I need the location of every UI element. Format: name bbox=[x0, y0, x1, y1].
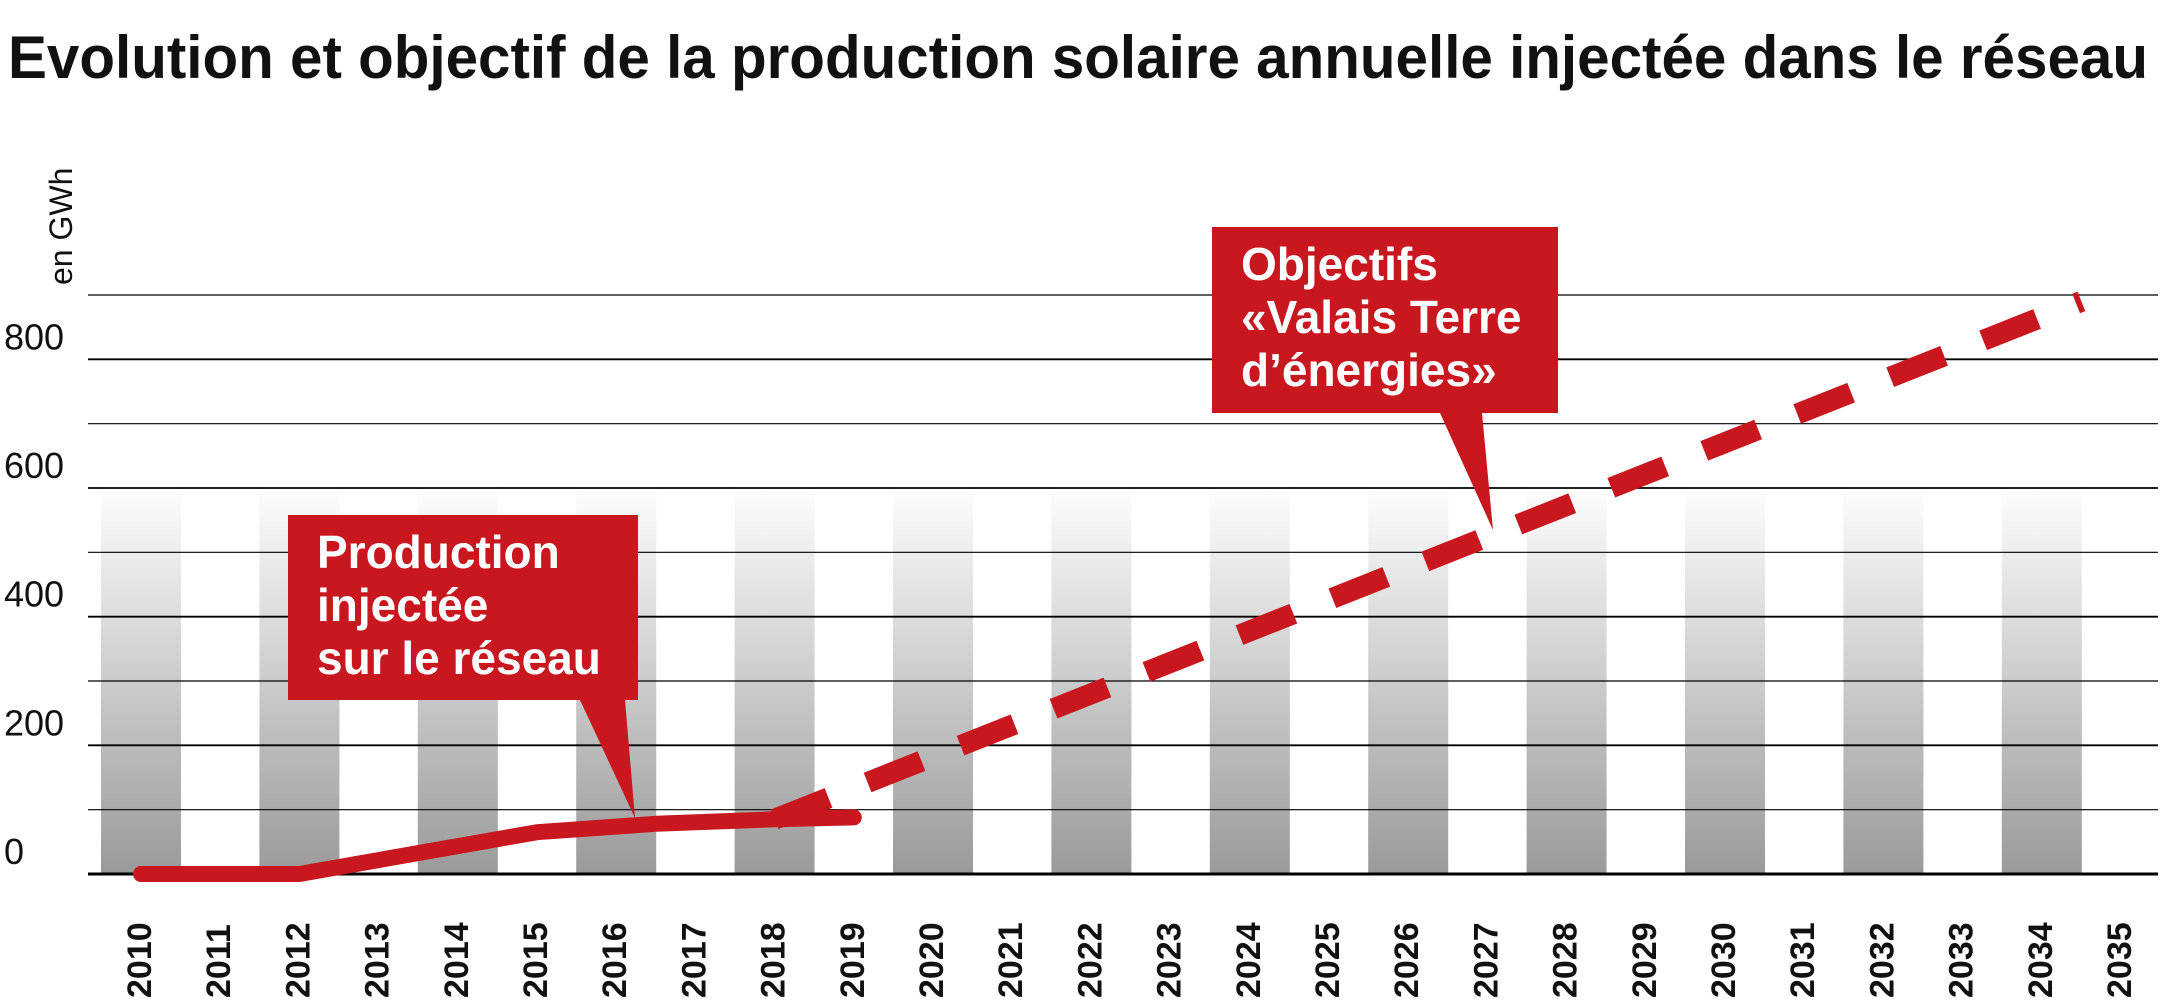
y-tick-label: 800 bbox=[4, 316, 64, 357]
callout-text: injectée bbox=[317, 579, 488, 631]
x-tick-label: 2013 bbox=[359, 922, 397, 998]
x-tick-label: 2019 bbox=[834, 922, 872, 998]
callout-text: Production bbox=[317, 526, 560, 578]
background-band bbox=[101, 482, 181, 874]
x-tick-labels: 2010 2011 2012 2013 2014 2015 2016 2017 2018 2019… bbox=[121, 922, 2139, 998]
x-tick-label: 2028 bbox=[1547, 922, 1585, 998]
callout-pointer bbox=[1440, 413, 1493, 530]
x-tick-label: 2017 bbox=[675, 922, 713, 998]
background-band bbox=[1209, 482, 1290, 874]
y-tick-label: 200 bbox=[4, 702, 64, 743]
callout-box bbox=[1212, 227, 1558, 413]
x-tick-label: 2016 bbox=[596, 922, 634, 998]
series-line bbox=[770, 291, 2086, 830]
series-lines bbox=[133, 291, 2086, 882]
callout-text: d’énergies» bbox=[1241, 344, 1497, 396]
x-tick-label: 2029 bbox=[1626, 922, 1664, 998]
x-tick-label: 2023 bbox=[1151, 922, 1189, 998]
x-tick-label: 2027 bbox=[1467, 922, 1505, 998]
x-tick-label: 2014 bbox=[438, 922, 476, 998]
y-tick-labels: 0 200 400 600 800 bbox=[4, 316, 64, 872]
x-tick-label: 2021 bbox=[992, 922, 1030, 998]
callout-box bbox=[288, 515, 638, 700]
chart-title: Evolution et objectif de la production s… bbox=[8, 24, 2148, 91]
background-band bbox=[1526, 482, 1607, 874]
background-band bbox=[1685, 482, 1765, 874]
x-tick-label: 2032 bbox=[1863, 922, 1901, 998]
background-band bbox=[893, 482, 973, 874]
x-tick-label: 2030 bbox=[1705, 922, 1743, 998]
major-gridlines bbox=[88, 358, 2158, 876]
x-tick-label: 2012 bbox=[279, 922, 317, 998]
callout-text: Objectifs bbox=[1241, 238, 1438, 290]
callout-text: sur le réseau bbox=[317, 632, 601, 684]
x-tick-label: 2033 bbox=[1943, 922, 1981, 998]
y-tick-label: 400 bbox=[4, 574, 64, 615]
x-tick-label: 2035 bbox=[2101, 922, 2139, 998]
x-tick-label: 2022 bbox=[1071, 922, 1109, 998]
x-tick-label: 2025 bbox=[1309, 922, 1347, 998]
callout-text: «Valais Terre bbox=[1241, 291, 1521, 343]
background-band bbox=[2001, 482, 2082, 874]
x-tick-label: 2011 bbox=[200, 924, 238, 998]
background-band bbox=[1051, 482, 1132, 874]
x-tick-label: 2024 bbox=[1230, 922, 1268, 998]
x-tick-label: 2020 bbox=[913, 922, 951, 998]
background-band bbox=[1843, 482, 1924, 874]
y-tick-label: 0 bbox=[4, 831, 24, 872]
background-band bbox=[1368, 482, 1449, 874]
x-tick-label: 2010 bbox=[121, 922, 159, 998]
y-axis-label: en GWh bbox=[43, 168, 79, 285]
x-tick-label: 2031 bbox=[1784, 922, 1822, 998]
y-tick-label: 600 bbox=[4, 445, 64, 486]
x-tick-label: 2026 bbox=[1388, 922, 1426, 998]
x-tick-label: 2034 bbox=[2022, 922, 2060, 998]
x-tick-label: 2015 bbox=[517, 922, 555, 998]
callout-pointer bbox=[580, 700, 635, 818]
x-tick-label: 2018 bbox=[755, 922, 793, 998]
